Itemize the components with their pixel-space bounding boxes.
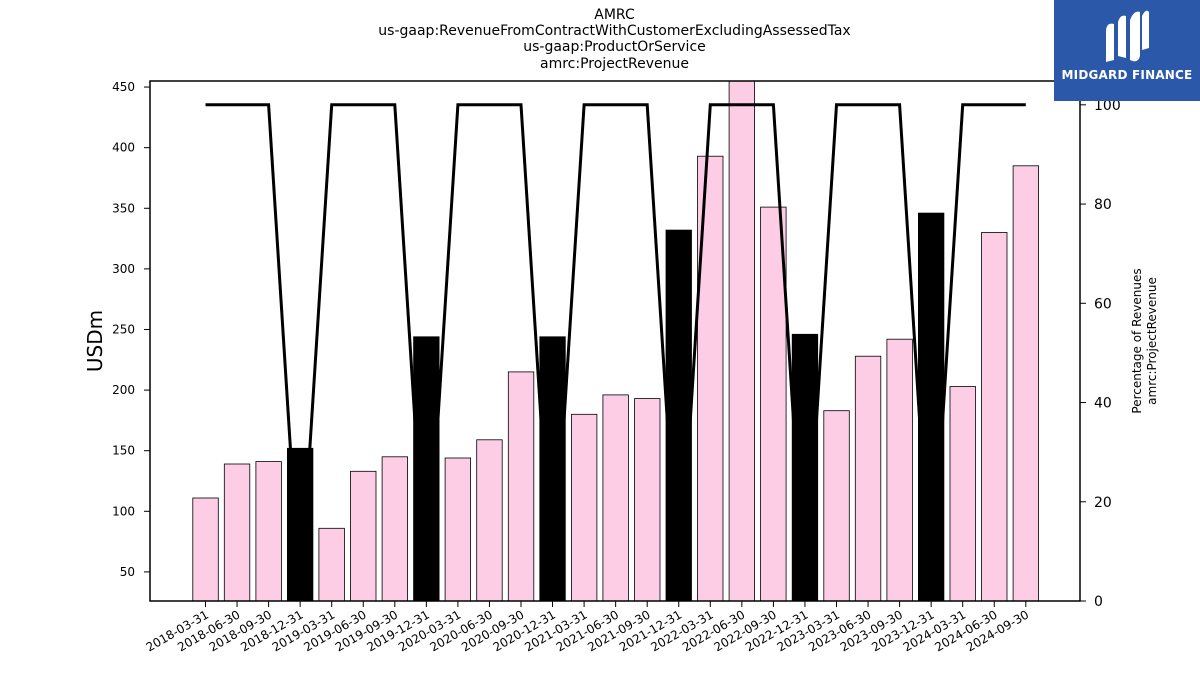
bar-2023-09-30 [886,338,913,602]
bar-2019-06-30 [350,470,377,602]
bar-2024-09-30 [1012,165,1039,602]
midgard-logo-icon [1106,10,1149,62]
y-tick-label: 350 [112,201,135,215]
plot-frame [149,80,1081,602]
bar-series [192,80,1039,602]
bar-2021-12-31 [665,229,692,602]
bar-2018-06-30 [223,463,251,602]
chart-title-line-3: us-gaap:ProductOrService [523,39,706,55]
bar-2020-06-30 [476,439,503,602]
y-right-tick-label: 80 [1094,197,1112,213]
chart-title-line-4: amrc:ProjectRevenue [540,56,689,72]
midgard-finance-logo: MIDGARD FINANCE [1054,0,1200,101]
bar-2024-06-30 [981,232,1008,602]
bar-2021-06-30 [602,394,629,602]
x-axis: 2018-03-312018-06-302018-09-302018-12-31… [144,601,1031,654]
bar-2023-03-31 [823,410,850,602]
y-tick-label: 200 [112,383,135,397]
y-tick-label: 150 [112,444,135,458]
y-right-tick-label: 20 [1094,495,1112,511]
bar-2023-12-31 [918,212,945,602]
logo-text: MIDGARD FINANCE [1061,68,1193,82]
chart-title-line-2: us-gaap:RevenueFromContractWithCustomerE… [378,23,851,39]
y-tick-label: 100 [112,504,135,518]
y-tick-label: 250 [112,322,135,336]
chart-title-line-1: AMRC [594,7,635,23]
bar-2018-03-31 [192,497,219,602]
bar-2018-09-30 [255,461,282,602]
y-axis-right-label-line-1: Percentage of Revenues [1130,268,1144,413]
y-axis-right-label-line-2: amrc:ProjectRevenue [1145,277,1159,405]
y-axis-label: USDm [83,310,107,372]
y-tick-label: 400 [112,141,135,155]
y-tick-label: 450 [112,80,135,94]
percentage-line [205,103,1026,602]
y-tick-label: 50 [120,565,135,579]
y-tick-label: 300 [112,262,135,276]
y-axis-left: 50 100 150 200 250 300 350 400 450 [112,80,150,579]
y-right-tick-label: 100 [1094,98,1121,114]
y-right-tick-label: 40 [1094,396,1112,412]
y-axis-right: 0 20 40 60 80 100 [1080,98,1121,610]
bar-2020-09-30 [507,371,535,602]
bar-2022-09-30 [760,206,787,602]
y-right-tick-label: 60 [1094,296,1112,312]
bar-2019-03-31 [318,527,345,602]
bar-2024-03-31 [949,386,976,602]
bar-2022-06-30 [728,80,755,602]
y-right-tick-label: 0 [1094,594,1103,610]
bar-2021-03-31 [571,413,598,602]
bar-2021-09-30 [634,398,661,602]
bar-2023-06-30 [854,355,882,602]
bar-2020-03-31 [444,457,472,602]
bar-2019-09-30 [381,456,409,602]
